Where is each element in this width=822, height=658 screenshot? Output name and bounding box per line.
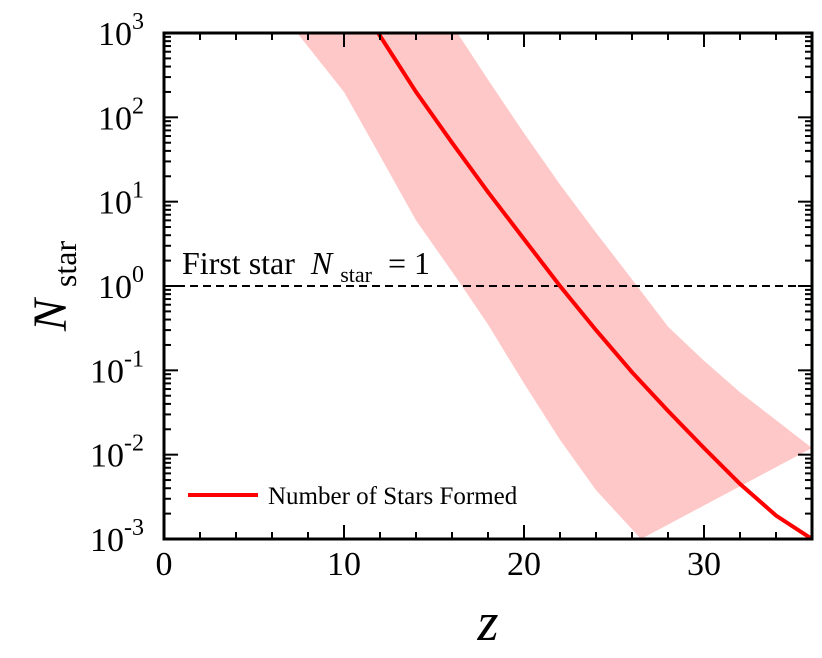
y-tick-label: 10-1	[90, 346, 144, 390]
annotation-math-rest: = 1	[388, 245, 430, 281]
y-tick-base: 10	[90, 522, 124, 559]
y-axis-label-sub: star	[47, 241, 83, 288]
y-tick-base: 10	[98, 269, 132, 306]
y-axis-label-text: N star	[24, 241, 83, 333]
legend: Number of Stars Formed	[188, 483, 518, 510]
y-tick-label: 102	[98, 93, 144, 137]
y-tick-base: 10	[90, 438, 124, 475]
annotation-text: First star	[182, 245, 295, 281]
y-tick-label: 103	[98, 9, 144, 53]
legend-label: Number of Stars Formed	[268, 483, 518, 510]
y-tick-exponent: 2	[132, 93, 144, 119]
x-tick-label: 20	[507, 546, 541, 583]
y-tick-exponent: -2	[124, 431, 144, 457]
x-tick-label: 10	[327, 546, 361, 583]
y-tick-label: 10-2	[90, 431, 144, 475]
x-axis-label: z	[476, 592, 498, 652]
y-axis-label: N star	[24, 241, 83, 333]
plot-frame	[162, 31, 814, 541]
annotation-math-sub: star	[340, 262, 372, 287]
series-line-number-of-stars	[376, 33, 812, 539]
y-tick-label: 10-3	[90, 515, 144, 559]
y-tick-exponent: 3	[132, 9, 144, 35]
first-star-annotation: First star N star = 1	[182, 245, 430, 289]
y-tick-label: 101	[98, 178, 144, 222]
y-tick-base: 10	[90, 353, 124, 390]
series-layer	[376, 33, 812, 539]
annotation: First star N star = 1	[182, 245, 430, 289]
y-axis-label-base: N	[24, 296, 77, 332]
y-tick-exponent: -3	[124, 515, 144, 541]
y-tick-base: 10	[98, 100, 132, 137]
x-tick-label: 30	[687, 546, 721, 583]
y-tick-exponent: 1	[132, 178, 144, 204]
y-tick-exponent: -1	[124, 346, 144, 372]
y-tick-exponent: 0	[132, 262, 144, 288]
y-tick-label: 100	[98, 262, 144, 306]
y-tick-base: 10	[98, 185, 132, 222]
annotation-math-base: N	[310, 245, 334, 281]
x-tick-label: 0	[156, 546, 173, 583]
y-tick-base: 10	[98, 16, 132, 53]
